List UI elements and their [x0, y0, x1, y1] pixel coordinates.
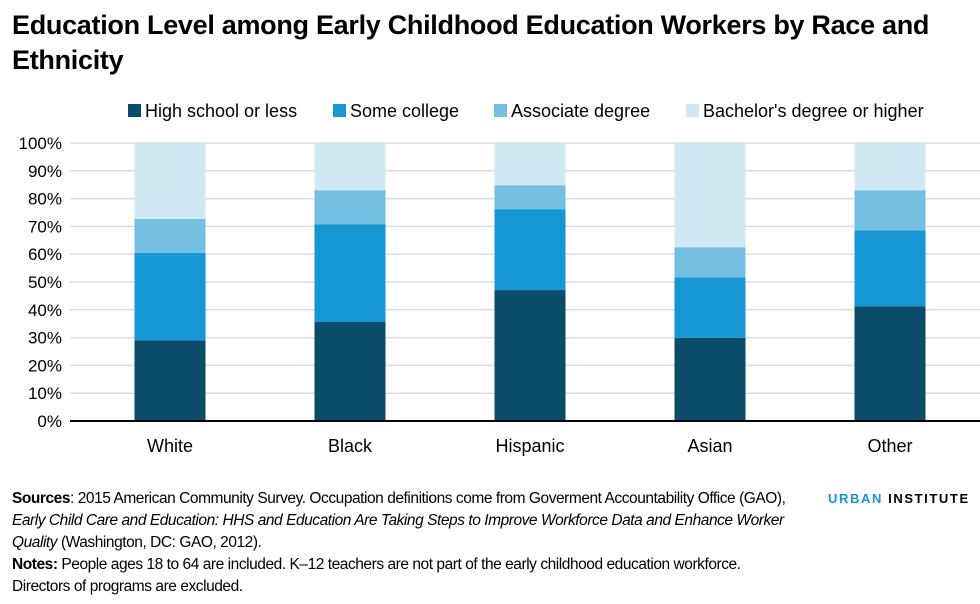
chart-title: Education Level among Early Childhood Ed… — [12, 10, 930, 75]
logo-institute: INSTITUTE — [888, 491, 970, 506]
stacked-bar-chart: High school or less Some college Associate… — [19, 101, 980, 456]
bar-segment-black-1 — [314, 322, 386, 421]
sources: Sources: 2015 American Community Survey.… — [12, 488, 792, 554]
y-tick-label: 50% — [28, 273, 62, 292]
y-axis-ticks: 0% 10% 20% 30% 40% 50% 60% 70% 80% 90% 100% — [19, 134, 62, 431]
y-tick-label: 40% — [28, 301, 62, 320]
y-tick-label: 70% — [28, 217, 62, 236]
bar-segment-asian-3 — [674, 247, 746, 278]
logo-urban: URBAN — [828, 491, 883, 506]
bar-segment-asian-4 — [674, 143, 746, 248]
bar-segment-asian-2 — [674, 277, 746, 338]
legend-label: Associate degree — [511, 101, 650, 121]
bar-segment-other-3 — [854, 190, 926, 231]
legend: High school or less Some college Associate… — [128, 101, 924, 121]
bar-segment-hispanic-2 — [494, 209, 566, 291]
y-tick-label: 0% — [37, 412, 62, 431]
y-tick-label: 80% — [28, 190, 62, 209]
notes-label: Notes: — [12, 556, 58, 573]
x-tick-label: Black — [328, 436, 373, 456]
sources-text: : 2015 American Community Survey. Occupa… — [70, 490, 786, 507]
bar-segment-black-2 — [314, 224, 386, 323]
bar-segment-other-2 — [854, 230, 926, 307]
y-tick-label: 60% — [28, 245, 62, 264]
x-tick-label: Asian — [687, 436, 732, 456]
x-tick-label: Hispanic — [495, 436, 564, 456]
sources-label: Sources — [12, 490, 71, 507]
bar-segment-hispanic-4 — [494, 143, 566, 186]
sources-text-end: (Washington, DC: GAO, 2012). — [57, 534, 262, 551]
bar-segment-other-4 — [854, 143, 926, 191]
legend-swatch — [128, 104, 141, 117]
bar-segment-white-4 — [134, 143, 206, 219]
legend-swatch — [686, 104, 699, 117]
legend-label: Bachelor's degree or higher — [703, 101, 924, 121]
bar-segment-other-1 — [854, 306, 926, 421]
bar-segment-white-1 — [134, 340, 206, 421]
bars — [134, 143, 926, 421]
bar-segment-asian-1 — [674, 337, 746, 421]
bar-segment-hispanic-3 — [494, 185, 566, 210]
legend-swatch — [333, 104, 346, 117]
x-tick-label: White — [147, 436, 193, 456]
bar-segment-black-3 — [314, 190, 386, 225]
y-tick-label: 30% — [28, 329, 62, 348]
legend-label: Some college — [350, 101, 459, 121]
y-tick-label: 90% — [28, 162, 62, 181]
footer-notes: Sources: 2015 American Community Survey.… — [12, 488, 792, 598]
bar-segment-black-4 — [314, 143, 386, 191]
bar-segment-hispanic-1 — [494, 290, 566, 421]
bar-segment-white-2 — [134, 252, 206, 341]
notes: Notes: People ages 18 to 64 are included… — [12, 554, 792, 598]
urban-institute-logo: URBAN INSTITUTE — [828, 491, 970, 506]
legend-label: High school or less — [145, 101, 297, 121]
sources-report-title: Early Child Care and Education: HHS and … — [12, 512, 784, 551]
x-tick-label: Other — [867, 436, 912, 456]
y-tick-label: 100% — [19, 134, 62, 153]
bar-segment-white-3 — [134, 218, 206, 253]
notes-text: People ages 18 to 64 are included. K–12 … — [12, 556, 741, 595]
legend-swatch — [494, 104, 507, 117]
x-axis-ticks: White Black Hispanic Asian Other — [147, 436, 913, 456]
y-tick-label: 10% — [28, 384, 62, 403]
y-tick-label: 20% — [28, 356, 62, 375]
